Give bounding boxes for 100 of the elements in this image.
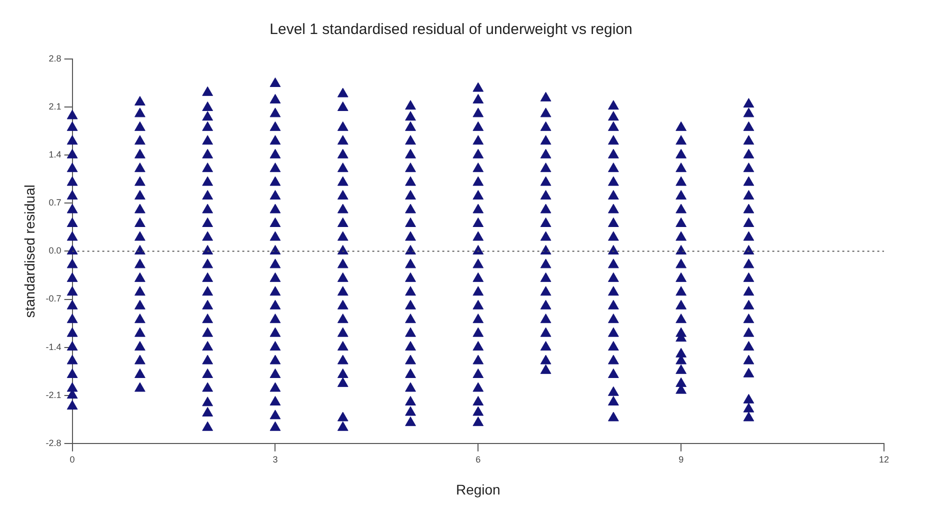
point: [202, 314, 214, 324]
point: [540, 108, 552, 118]
point: [337, 354, 348, 364]
point: [676, 348, 687, 358]
point: [472, 204, 484, 214]
point: [134, 162, 146, 172]
point: [676, 231, 687, 241]
point: [66, 176, 78, 186]
point: [676, 148, 687, 158]
point: [405, 190, 416, 200]
point: [676, 121, 687, 131]
point: [337, 341, 348, 351]
point: [270, 108, 281, 118]
point: [540, 231, 552, 241]
point: [608, 300, 619, 310]
point: [540, 258, 552, 268]
point: [472, 314, 484, 324]
point: [676, 190, 687, 200]
point: [202, 176, 214, 186]
point: [337, 286, 348, 296]
point: [66, 314, 78, 324]
point: [743, 286, 754, 296]
point: [472, 300, 484, 310]
point: [202, 341, 214, 351]
point: [472, 327, 484, 337]
point: [202, 382, 214, 392]
point: [337, 377, 348, 387]
point: [337, 162, 348, 172]
point: [66, 217, 78, 227]
point: [66, 286, 78, 296]
point: [743, 354, 754, 364]
point: [337, 327, 348, 337]
point: [540, 162, 552, 172]
point: [270, 77, 281, 87]
point: [337, 368, 348, 378]
point: [202, 300, 214, 310]
y-tick-label: -2.8: [46, 438, 62, 448]
point: [472, 286, 484, 296]
point: [608, 217, 619, 227]
point: [472, 94, 484, 104]
point: [472, 406, 484, 416]
point: [540, 121, 552, 131]
point: [270, 135, 281, 145]
point: [676, 204, 687, 214]
y-axis-title: standardised residual: [21, 184, 38, 318]
point: [676, 135, 687, 145]
point: [270, 382, 281, 392]
point: [676, 244, 687, 254]
point: [540, 92, 552, 102]
point: [608, 412, 619, 422]
point: [540, 204, 552, 214]
point: [270, 204, 281, 214]
point: [608, 204, 619, 214]
point: [608, 121, 619, 131]
point: [270, 327, 281, 337]
point: [405, 176, 416, 186]
point: [405, 416, 416, 426]
point: [608, 231, 619, 241]
point: [405, 300, 416, 310]
point: [270, 354, 281, 364]
point: [743, 394, 754, 404]
point: [743, 327, 754, 337]
point: [472, 416, 484, 426]
point: [202, 421, 214, 431]
point: [202, 111, 214, 121]
point: [134, 108, 146, 118]
point: [472, 396, 484, 406]
point: [743, 244, 754, 254]
point: [472, 382, 484, 392]
point: [337, 135, 348, 145]
point: [608, 148, 619, 158]
point: [270, 190, 281, 200]
point: [134, 148, 146, 158]
point: [66, 135, 78, 145]
point: [270, 341, 281, 351]
chart-title: Level 1 standardised residual of underweight vs region: [270, 21, 632, 38]
point: [134, 258, 146, 268]
point: [134, 300, 146, 310]
x-tick-label: 9: [678, 454, 684, 464]
point: [540, 148, 552, 158]
point: [540, 135, 552, 145]
point: [608, 286, 619, 296]
point: [66, 231, 78, 241]
point: [270, 176, 281, 186]
point: [743, 258, 754, 268]
point: [66, 341, 78, 351]
point: [202, 121, 214, 131]
point: [608, 176, 619, 186]
point: [66, 272, 78, 282]
point: [608, 162, 619, 172]
point: [743, 300, 754, 310]
point: [202, 217, 214, 227]
point: [337, 148, 348, 158]
point: [472, 162, 484, 172]
point: [472, 272, 484, 282]
point: [270, 231, 281, 241]
point: [202, 86, 214, 96]
point: [202, 244, 214, 254]
point: [608, 258, 619, 268]
point: [134, 354, 146, 364]
